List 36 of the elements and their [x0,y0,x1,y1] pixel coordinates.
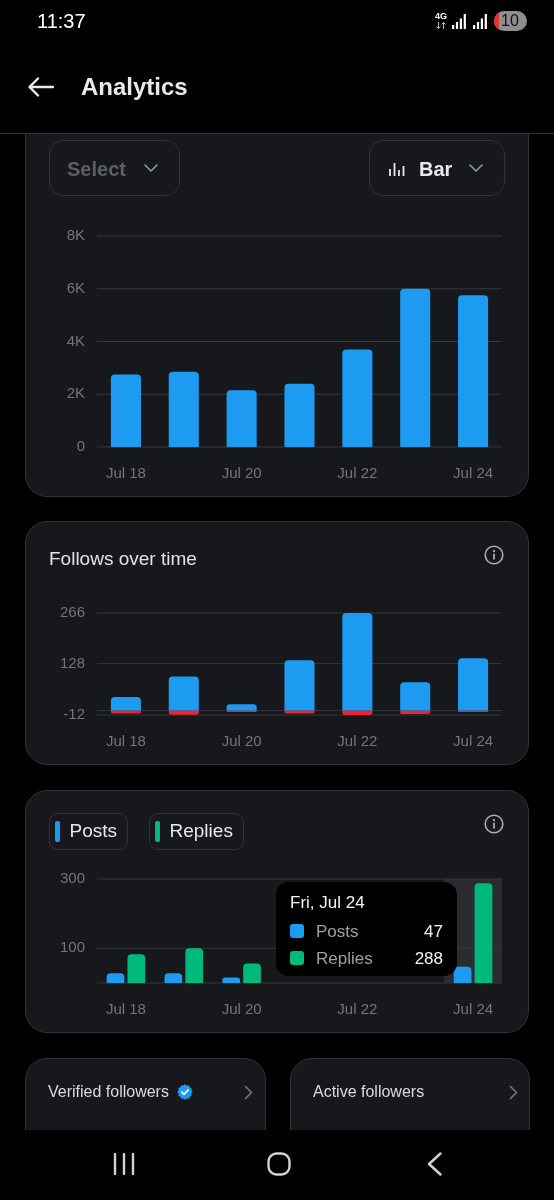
y-tick-label: -12 [63,705,85,723]
x-tick-label: Jul 22 [337,732,378,750]
x-tick-label: Jul 20 [221,464,262,482]
annotation: Replies [316,948,373,968]
legend-label: Replies [169,819,233,841]
x-tick-label: Jul 20 [221,1000,262,1018]
y-tick-label: 2K [66,384,85,402]
text: 11:37 [37,10,86,32]
annotation: Fri, Jul 24 [290,893,365,912]
legend-label: Posts [69,819,118,841]
text: Active followers [313,1083,425,1100]
x-tick-label: Jul 24 [453,732,494,750]
y-tick-label: 100 [59,938,85,956]
x-tick-label: Jul 22 [337,1000,378,1018]
y-tick-label: 6K [66,278,85,296]
y-tick-label: 4K [66,331,85,349]
text: 10 [501,12,519,29]
x-tick-label: Jul 18 [105,732,146,750]
x-tick-label: Jul 20 [221,732,262,750]
annotation: 288 [414,948,443,968]
text: Analytics [81,73,188,100]
text: Verified followers [48,1083,169,1100]
annotation: Posts [316,921,359,941]
y-tick-label: 8K [66,226,85,244]
y-tick-label: 300 [59,869,85,887]
y-tick-label: 266 [59,603,85,621]
x-tick-label: Jul 18 [105,1000,146,1018]
y-tick-label: 128 [59,653,85,671]
annotation: 47 [424,921,443,941]
x-tick-label: Jul 22 [337,464,378,482]
y-tick-label: 0 [76,437,85,455]
text: 4G [435,11,448,21]
x-tick-label: Jul 24 [453,1000,494,1018]
x-tick-label: Jul 18 [105,464,146,482]
chart-title: Follows over time [49,548,197,569]
x-tick-label: Jul 24 [453,464,494,482]
